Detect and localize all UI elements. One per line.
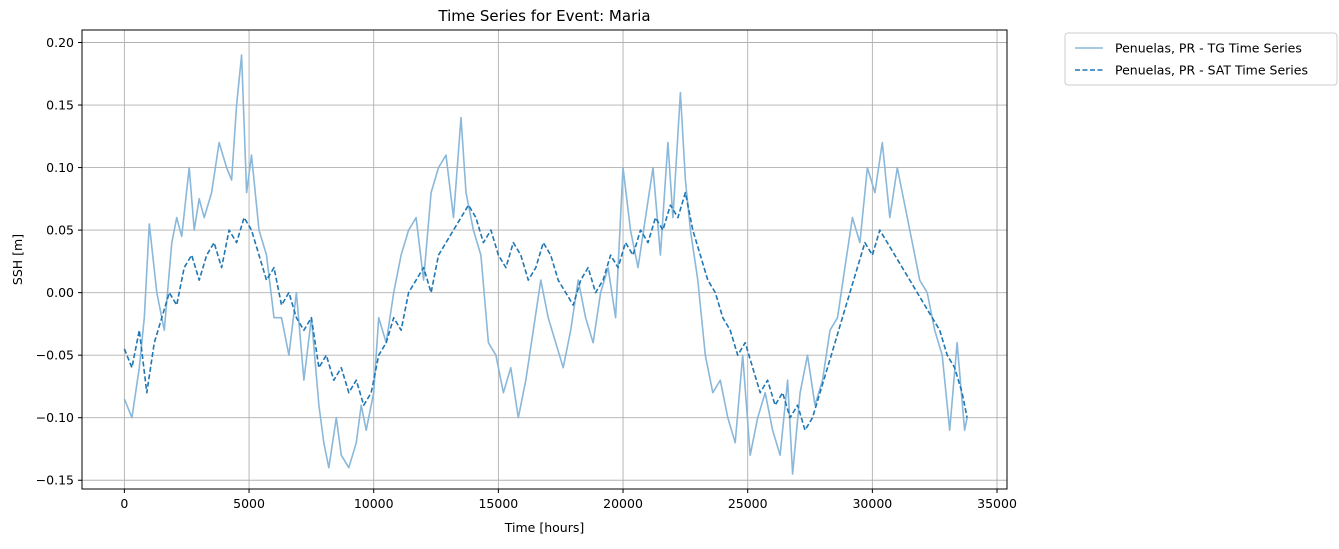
- y-tick-label: 0.15: [46, 98, 74, 113]
- y-tick-label: −0.05: [36, 348, 74, 363]
- x-tick-label: 35000: [977, 496, 1017, 511]
- grid-layer: [82, 30, 1007, 489]
- legend-label-tg: Penuelas, PR - TG Time Series: [1115, 41, 1302, 56]
- series-line-sat: [123, 191, 968, 432]
- legend: Penuelas, PR - TG Time Series Penuelas, …: [1064, 32, 1338, 86]
- series-line-tg: [123, 54, 968, 475]
- series-layer: [123, 54, 968, 475]
- x-tick-label: 0: [120, 496, 128, 511]
- x-tick-label: 10000: [354, 496, 394, 511]
- legend-label-sat: Penuelas, PR - SAT Time Series: [1115, 63, 1308, 78]
- x-axis-label: Time [hours]: [504, 520, 584, 535]
- x-tick-label: 25000: [728, 496, 768, 511]
- y-tick-label: −0.15: [36, 473, 74, 488]
- x-tick-label: 15000: [478, 496, 518, 511]
- y-tick-label: 0.00: [46, 285, 74, 300]
- chart-title: Time Series for Event: Maria: [437, 7, 650, 25]
- x-tick-label: 30000: [852, 496, 892, 511]
- y-tick-label: 0.05: [46, 223, 74, 238]
- plot-frame: [81, 29, 1008, 490]
- x-tick-label: 20000: [603, 496, 643, 511]
- y-tick-label: 0.10: [46, 160, 74, 175]
- y-tick-label: 0.20: [46, 35, 74, 50]
- y-tick-label: −0.10: [36, 410, 74, 425]
- y-axis-label: SSH [m]: [10, 234, 25, 285]
- x-tick-label: 5000: [233, 496, 265, 511]
- tick-layer: 0 5000 10000 15000 20000 25000 30000 35000 −0.15…: [36, 35, 1017, 511]
- legend-box: [1064, 32, 1338, 86]
